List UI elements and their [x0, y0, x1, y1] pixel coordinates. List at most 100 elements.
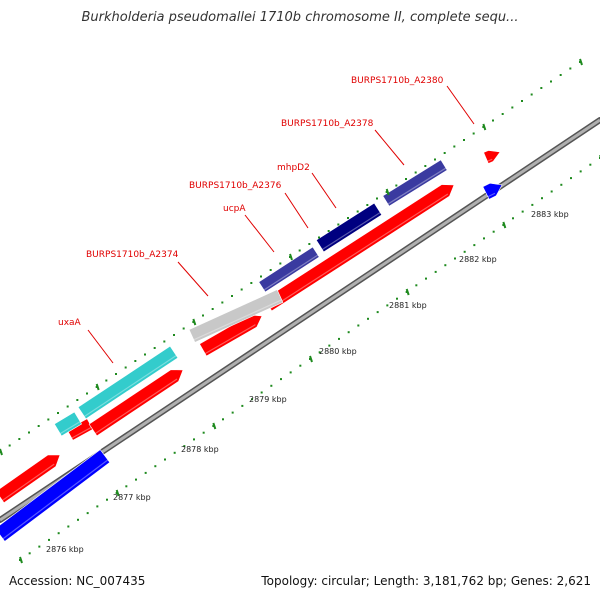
outer-tick-dot	[492, 119, 494, 122]
outer-tick-dot	[298, 249, 301, 252]
inner-tick-dot	[38, 545, 41, 548]
outer-tick-dot	[405, 178, 407, 180]
inner-tick-dot	[144, 471, 147, 474]
inner-tick-dot	[579, 170, 582, 173]
gene-forward-5	[263, 184, 455, 312]
tick-label: 2876 kbp	[46, 545, 84, 554]
inner-tick-dot	[125, 485, 128, 488]
outer-tick-dot	[463, 139, 465, 141]
inner-tick-dot	[77, 518, 79, 521]
gene-label-leader	[177, 261, 209, 297]
gene-forward-2-shade	[71, 426, 93, 439]
tick-label: 2882 kbp	[459, 255, 497, 264]
inner-tick-dot	[463, 250, 466, 253]
gene-label-leader	[311, 172, 337, 209]
outer-tick-dot	[540, 87, 543, 89]
outer-tick-dot	[260, 275, 262, 278]
inner-tick-dot	[386, 304, 389, 307]
inner-tick-dot	[260, 391, 263, 394]
inner-tick-dot	[48, 538, 50, 541]
inner-tick-dot	[425, 277, 427, 280]
gene-uxaA-small-shade	[59, 421, 81, 435]
inner-tick-dot	[154, 465, 157, 468]
outer-tick-dot	[240, 288, 243, 291]
gene-forward-6	[483, 150, 501, 164]
gene-forward-3	[88, 369, 184, 437]
gene-label: BURPS1710b_A2380	[351, 76, 444, 86]
gene-forward-5-shade	[269, 193, 449, 310]
outer-tick-dot	[47, 418, 50, 421]
inner-tick-major	[502, 221, 507, 229]
inner-tick-dot	[222, 418, 224, 421]
inner-tick-major	[309, 355, 313, 363]
outer-tick-dot	[569, 67, 572, 70]
inner-tick-dot	[521, 210, 524, 213]
tick-label: 2877 kbp	[113, 493, 151, 502]
inner-tick-major	[115, 489, 120, 497]
gene-uxaA	[77, 345, 179, 420]
outer-tick-dot	[115, 373, 117, 375]
inner-tick-dot	[550, 190, 553, 193]
outer-tick-dot	[66, 405, 69, 408]
outer-tick-dot	[8, 444, 11, 447]
outer-tick-dot	[269, 269, 272, 271]
gene-BURPS1710b_A2374	[188, 289, 284, 343]
inner-tick-dot	[328, 344, 331, 347]
gene-BURPS1710b_A2378	[382, 159, 448, 207]
tick-label: 2878 kbp	[181, 445, 219, 454]
inner-tick-dot	[135, 478, 137, 481]
outer-tick-dot	[37, 425, 40, 427]
inner-tick-dot	[231, 411, 234, 414]
gene-ucpA	[258, 246, 320, 293]
gene-uxaA-small	[53, 411, 83, 437]
inner-tick-major	[212, 422, 217, 430]
outer-tick-dot	[76, 399, 79, 401]
gene-reverse-1	[0, 449, 111, 542]
inner-tick-dot	[106, 498, 108, 501]
outer-tick-dot	[521, 100, 523, 102]
inner-tick-dot	[289, 371, 292, 374]
gene-BURPS1710b_A2376-shade	[321, 212, 381, 251]
gene-label: BURPS1710b_A2376	[189, 181, 282, 191]
gene-label-leader	[446, 85, 475, 125]
gene-label: uxaA	[58, 318, 82, 328]
inner-tick-dot	[57, 532, 60, 535]
gene-label-leader	[244, 214, 275, 253]
inner-tick-dot	[338, 337, 340, 340]
inner-tick-dot	[241, 404, 244, 407]
gene-label: mhpD2	[277, 163, 310, 173]
inner-tick-dot	[415, 284, 418, 287]
outer-tick-dot	[211, 308, 214, 310]
gene-uxaA-shade	[83, 355, 177, 418]
inner-tick-dot	[434, 270, 437, 273]
feature-tracks	[0, 117, 600, 542]
inner-tick-dot	[444, 264, 447, 267]
inner-tick-dot	[202, 431, 205, 434]
tick-label: 2881 kbp	[389, 301, 427, 310]
inner-tick-dot	[454, 257, 456, 260]
outer-tick-dot	[86, 392, 88, 395]
gene-reverse-2	[482, 182, 503, 200]
inner-tick-dot	[367, 317, 369, 320]
inner-tick-dot	[512, 217, 514, 220]
tick-labels: 2876 kbp 2877 kbp 2878 kbp 2879 kbp 2880 kbp…	[46, 210, 569, 554]
outer-tick-dot	[559, 74, 562, 76]
outer-tick-dot	[308, 243, 311, 245]
gene-reverse-1-shade	[2, 459, 109, 540]
outer-tick-major	[0, 448, 3, 456]
gene-forward-1-shade	[2, 463, 55, 501]
outer-tick-dot	[153, 347, 156, 349]
accession-text: Accession: NC_007435	[9, 574, 146, 588]
outer-tick-dot	[376, 197, 378, 200]
outer-tick-dot	[57, 412, 59, 414]
inner-tick-dot	[492, 230, 495, 233]
gene-label-leader	[87, 329, 114, 364]
outer-tick-dot	[134, 360, 137, 362]
outer-tick-major	[385, 188, 390, 196]
inner-tick-dot	[483, 237, 485, 240]
inner-tick-dot	[473, 244, 476, 247]
outer-tick-dot	[424, 165, 427, 167]
gene-forward-6-shade	[487, 158, 493, 162]
outer-tick-major	[192, 318, 197, 326]
